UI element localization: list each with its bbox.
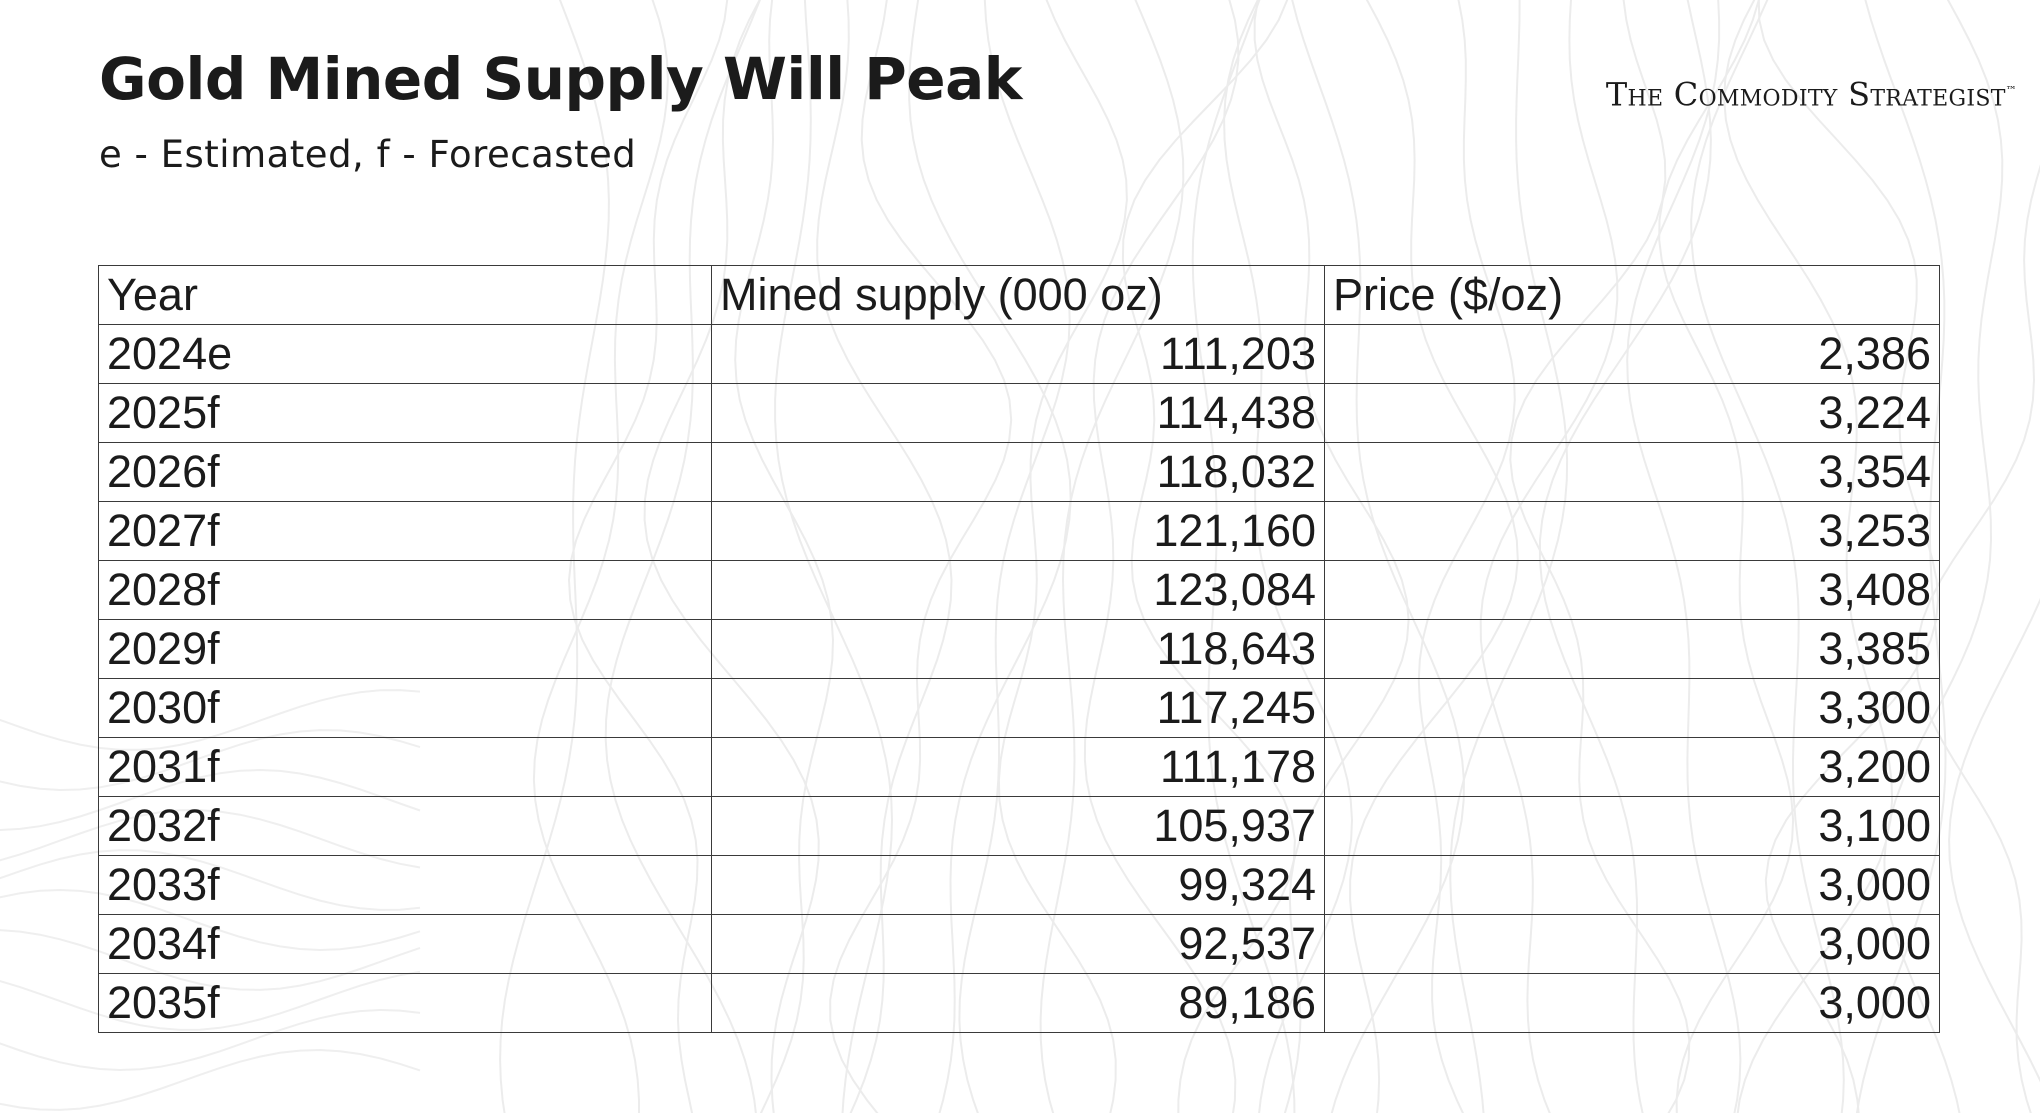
table-row: 2028f 123,084 3,408 [98, 560, 1940, 620]
cell-year: 2028f [98, 560, 712, 620]
cell-price: 3,408 [1324, 560, 1940, 620]
brand-name: The Commodity Strategist [1605, 75, 2006, 114]
table-row: 2025f 114,438 3,224 [98, 383, 1940, 443]
cell-mined-supply: 99,324 [711, 855, 1325, 915]
cell-price: 3,300 [1324, 678, 1940, 738]
table-row: 2029f 118,643 3,385 [98, 619, 1940, 679]
cell-mined-supply: 123,084 [711, 560, 1325, 620]
table-row: 2030f 117,245 3,300 [98, 678, 1940, 738]
cell-year: 2034f [98, 914, 712, 974]
cell-mined-supply: 121,160 [711, 501, 1325, 561]
header-year: Year [98, 265, 712, 325]
cell-year: 2030f [98, 678, 712, 738]
cell-mined-supply: 105,937 [711, 796, 1325, 856]
cell-year: 2035f [98, 973, 712, 1033]
cell-price: 3,385 [1324, 619, 1940, 679]
cell-mined-supply: 92,537 [711, 914, 1325, 974]
cell-year: 2029f [98, 619, 712, 679]
cell-price: 3,000 [1324, 914, 1940, 974]
cell-price: 3,200 [1324, 737, 1940, 797]
table-row: 2024e 111,203 2,386 [98, 324, 1940, 384]
cell-price: 3,354 [1324, 442, 1940, 502]
table-row: 2033f 99,324 3,000 [98, 855, 1940, 915]
cell-year: 2024e [98, 324, 712, 384]
cell-price: 3,100 [1324, 796, 1940, 856]
cell-price: 3,224 [1324, 383, 1940, 443]
table-row: 2032f 105,937 3,100 [98, 796, 1940, 856]
brand-trademark: ™ [2005, 84, 2017, 97]
cell-year: 2025f [98, 383, 712, 443]
cell-mined-supply: 114,438 [711, 383, 1325, 443]
cell-year: 2031f [98, 737, 712, 797]
cell-mined-supply: 111,203 [711, 324, 1325, 384]
cell-year: 2032f [98, 796, 712, 856]
supply-price-table: Year Mined supply (000 oz) Price ($/oz) … [98, 265, 1940, 1033]
table-body: 2024e 111,203 2,386 2025f 114,438 3,224 2026f 1… [98, 324, 1940, 1033]
brand-logo: The Commodity Strategist™ [1606, 73, 2017, 113]
contour-line [0, 1048, 421, 1111]
page-title: Gold Mined Supply Will Peak [99, 45, 1022, 113]
cell-mined-supply: 89,186 [711, 973, 1325, 1033]
data-table-container: Year Mined supply (000 oz) Price ($/oz) … [98, 265, 1940, 1033]
table-row: 2026f 118,032 3,354 [98, 442, 1940, 502]
table-row: 2031f 111,178 3,200 [98, 737, 1940, 797]
cell-price: 3,000 [1324, 973, 1940, 1033]
cell-year: 2026f [98, 442, 712, 502]
cell-price: 3,253 [1324, 501, 1940, 561]
contour-line [1948, 597, 2040, 1083]
contour-line [1915, 164, 2040, 1113]
cell-price: 2,386 [1324, 324, 1940, 384]
table-header-row: Year Mined supply (000 oz) Price ($/oz) [98, 265, 1940, 325]
cell-mined-supply: 118,643 [711, 619, 1325, 679]
table-row: 2034f 92,537 3,000 [98, 914, 1940, 974]
cell-year: 2033f [98, 855, 712, 915]
cell-year: 2027f [98, 501, 712, 561]
cell-price: 3,000 [1324, 855, 1940, 915]
header-mined-supply: Mined supply (000 oz) [711, 265, 1325, 325]
cell-mined-supply: 117,245 [711, 678, 1325, 738]
page-subtitle: e - Estimated, f - Forecasted [99, 133, 637, 176]
table-row: 2027f 121,160 3,253 [98, 501, 1940, 561]
cell-mined-supply: 111,178 [711, 737, 1325, 797]
cell-mined-supply: 118,032 [711, 442, 1325, 502]
header-price: Price ($/oz) [1324, 265, 1940, 325]
table-row: 2035f 89,186 3,000 [98, 973, 1940, 1033]
